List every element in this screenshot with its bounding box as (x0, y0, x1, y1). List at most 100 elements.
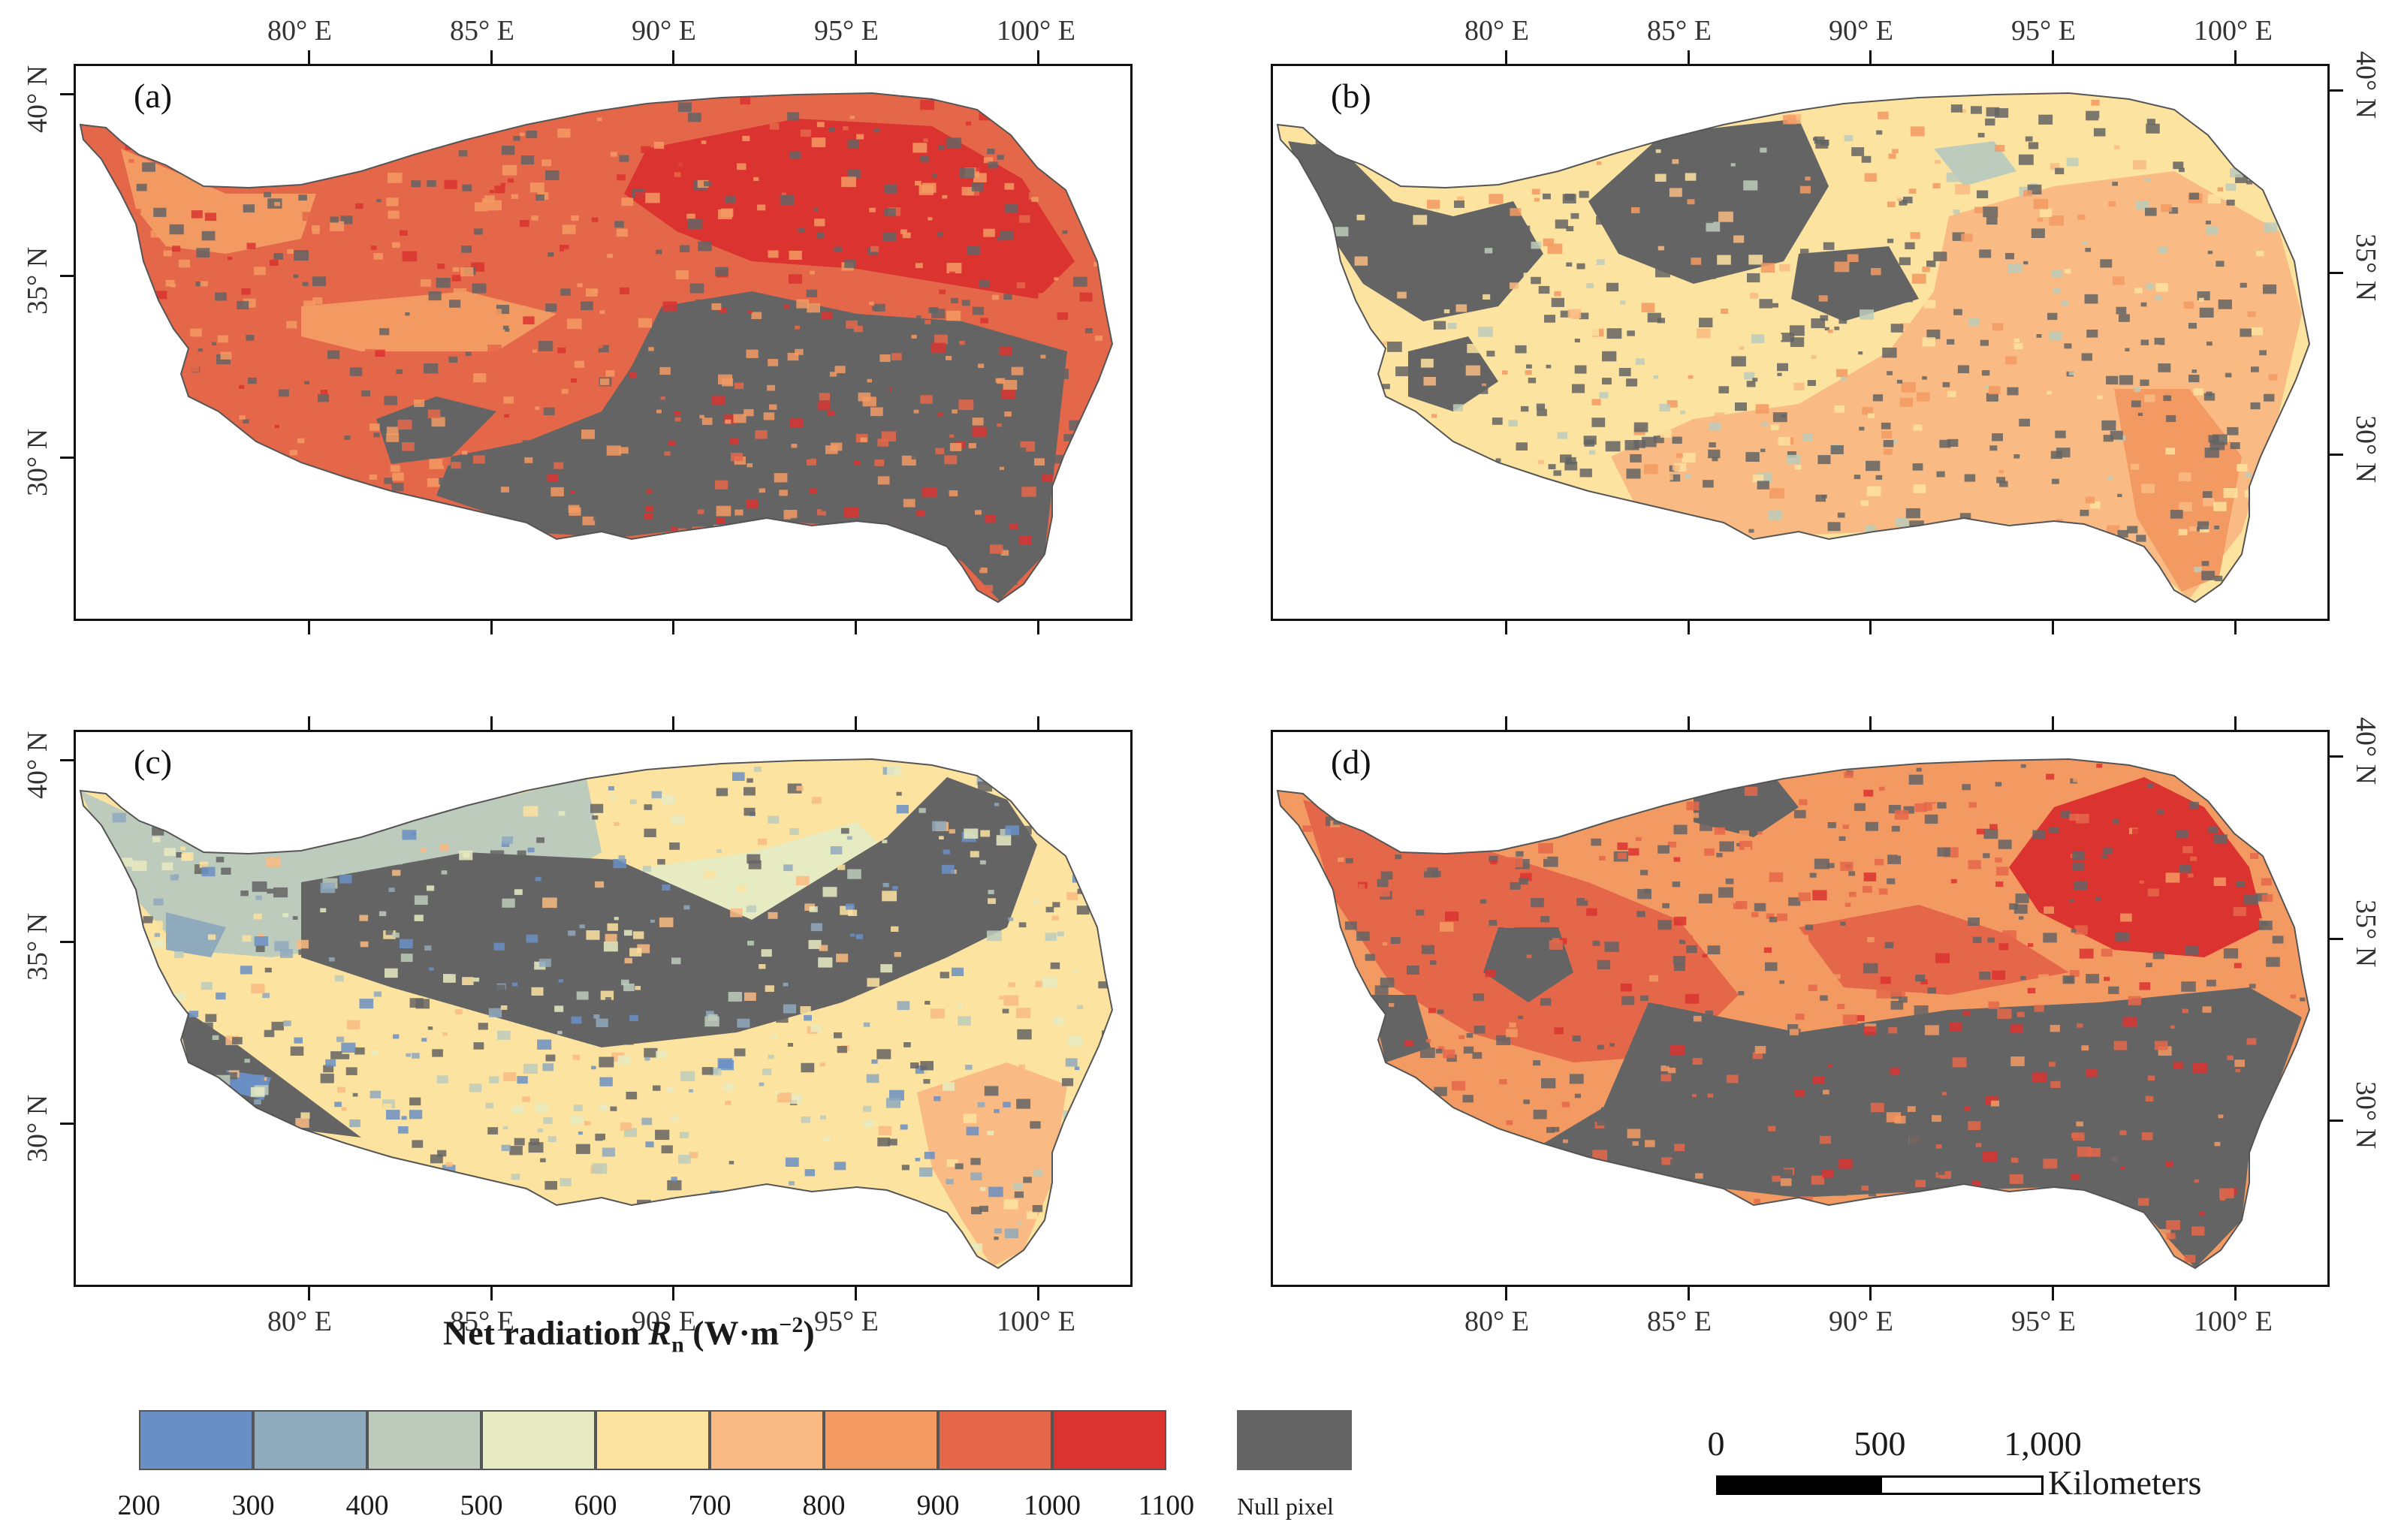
pixel-speckle (2137, 412, 2143, 416)
pixel-speckle (1788, 1035, 1794, 1040)
pixel-speckle (1515, 345, 1527, 354)
pixel-speckle (1422, 300, 1428, 304)
pixel-speckle (2163, 395, 2172, 401)
pixel-speckle (1492, 417, 1503, 425)
pixel-speckle (2268, 374, 2278, 381)
pixel-speckle (903, 343, 915, 353)
radiation-zone-b-4 (1408, 336, 1498, 411)
pixel-speckle (1997, 1008, 2012, 1019)
pixel-speckle (558, 979, 563, 983)
pixel-speckle (732, 772, 745, 781)
pixel-speckle (1726, 1074, 1739, 1083)
pixel-speckle (651, 791, 662, 799)
pixel-speckle (347, 1020, 360, 1029)
pixel-speckle (1924, 1025, 1939, 1035)
pixel-speckle (164, 848, 176, 857)
pixel-speckle (1757, 481, 1769, 490)
legend-break-1000: 1000 (1024, 1490, 1081, 1521)
pixel-speckle (273, 887, 288, 898)
pixel-speckle (1657, 920, 1672, 930)
pixel-speckle (2136, 200, 2149, 210)
pixel-speckle (273, 253, 284, 260)
pixel-speckle (2013, 338, 2019, 342)
pixel-speckle (716, 849, 722, 853)
pixel-speckle (2261, 878, 2272, 886)
pixel-speckle (503, 396, 514, 404)
pixel-speckle (1015, 1008, 1031, 1018)
pixel-speckle (502, 1126, 508, 1130)
pixel-speckle (2062, 468, 2071, 475)
pixel-speckle (996, 513, 1011, 523)
pixel-speckle (1908, 188, 1917, 194)
pixel-speckle (430, 1154, 443, 1164)
pixel-speckle (577, 283, 583, 288)
pixel-speckle (1989, 1144, 1996, 1149)
pixel-speckle (818, 384, 828, 391)
pixel-speckle (1772, 303, 1778, 308)
pixel-speckle (1701, 1081, 1707, 1086)
pixel-speckle (1968, 860, 1981, 869)
pixel-speckle (1538, 285, 1550, 294)
pixel-speckle (1981, 370, 1990, 376)
pixel-speckle (1534, 197, 1540, 202)
pixel-speckle (462, 184, 472, 191)
pixel-speckle (937, 412, 943, 417)
pixel-speckle (1428, 256, 1440, 265)
pixel-speckle (334, 1102, 342, 1108)
pixel-speckle (820, 1115, 826, 1120)
pixel-speckle (618, 824, 628, 831)
pixel-speckle (1922, 376, 1927, 380)
pixel-speckle (1878, 111, 1889, 119)
pixel-speckle (2053, 288, 2061, 294)
pixel-speckle (1605, 441, 1621, 452)
pixel-speckle (400, 939, 413, 949)
pixel-speckle (337, 1086, 345, 1093)
pixel-speckle (2139, 880, 2144, 884)
pixel-speckle (2104, 976, 2110, 981)
pixel-speckle (560, 1153, 572, 1162)
pixel-speckle (2236, 881, 2245, 888)
pixel-speckle (2086, 110, 2100, 121)
pixel-speckle (1533, 1109, 1547, 1120)
pixel-speckle (372, 438, 382, 446)
pixel-speckle (1657, 246, 1664, 251)
pixel-speckle (1986, 258, 2001, 268)
pixel-speckle (2140, 302, 2147, 307)
pixel-speckle (943, 849, 950, 854)
pixel-speckle (979, 279, 990, 288)
pixel-speckle (980, 1186, 986, 1192)
pixel-speckle (1693, 1015, 1702, 1022)
pixel-speckle (2173, 161, 2184, 170)
pixel-speckle (853, 325, 863, 333)
pixel-speckle (461, 246, 472, 253)
pixel-speckle (1760, 448, 1766, 453)
pixel-speckle (800, 1006, 811, 1014)
pixel-speckle (2185, 403, 2197, 411)
radiation-zone-b-5 (1791, 246, 1919, 321)
pixel-speckle (519, 220, 529, 228)
pixel-speckle (2158, 363, 2171, 372)
pixel-speckle (2240, 537, 2255, 547)
pixel-speckle (1750, 293, 1758, 299)
pixel-speckle (330, 1051, 342, 1059)
pixel-speckle (226, 882, 237, 890)
pixel-speckle (1992, 970, 2005, 980)
pixel-speckle (373, 991, 382, 997)
pixel-speckle (167, 922, 173, 927)
pixel-speckle (1863, 872, 1877, 882)
pixel-speckle (2161, 204, 2172, 212)
pixel-speckle (695, 299, 706, 307)
pixel-speckle (1875, 858, 1884, 866)
pixel-speckle (1856, 1048, 1863, 1054)
pixel-speckle (671, 957, 681, 965)
pixel-speckle (1072, 276, 1087, 287)
pixel-speckle (2019, 1142, 2028, 1148)
pixel-speckle (1333, 819, 1341, 825)
pixel-speckle (1031, 197, 1039, 202)
pixel-speckle (789, 330, 804, 341)
pixel-speckle (2049, 331, 2062, 341)
pixel-speckle (2077, 214, 2086, 220)
pixel-speckle (2179, 502, 2192, 511)
pixel-speckle (931, 173, 938, 178)
pixel-speckle (1876, 987, 1892, 999)
